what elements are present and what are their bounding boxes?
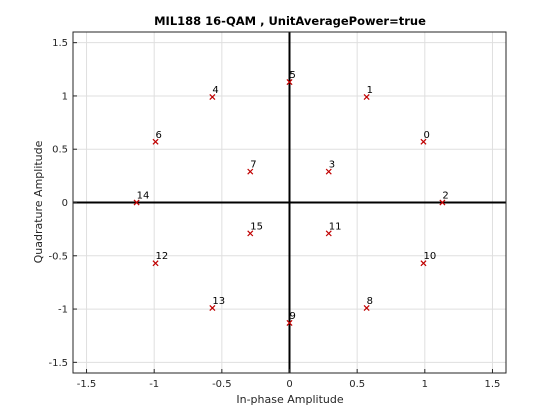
data-point xyxy=(420,138,427,145)
x-tick-label: -1 xyxy=(149,379,159,390)
point-label: 12 xyxy=(156,251,169,262)
y-tick-label: -1.5 xyxy=(48,358,68,369)
point-label: 9 xyxy=(290,311,296,322)
chart-title: MIL188 16-QAM , UnitAveragePower=true xyxy=(154,14,426,28)
data-point xyxy=(420,260,427,267)
point-label: 7 xyxy=(250,160,256,171)
data-point xyxy=(363,304,370,312)
data-point xyxy=(152,138,159,145)
point-label: 10 xyxy=(423,251,436,262)
point-label: 6 xyxy=(156,130,162,141)
point-label: 3 xyxy=(329,160,335,171)
y-tick-label: -0.5 xyxy=(48,251,68,262)
y-tick-label: -1 xyxy=(58,305,68,316)
y-tick-label: 0.5 xyxy=(52,145,68,156)
data-point xyxy=(209,304,216,312)
y-axis-label: Quadrature Amplitude xyxy=(32,140,45,263)
point-label: 1 xyxy=(367,85,373,96)
data-point xyxy=(286,79,293,86)
x-tick-label: 0.5 xyxy=(349,379,365,390)
tick-labels: -1.5 -1 -0.5 0 0.5 1 1.5 -1.5 -1 -0.5 0 0.5 1 1.5 xyxy=(48,38,500,390)
data-point xyxy=(133,199,140,206)
zero-axes xyxy=(73,32,506,373)
data-point xyxy=(247,168,254,175)
data-point xyxy=(286,319,293,326)
x-tick-label: 0 xyxy=(286,379,292,390)
data-point xyxy=(325,230,332,237)
x-tick-label: -1.5 xyxy=(77,379,97,390)
y-tick-label: 0 xyxy=(62,198,68,209)
x-tick-label: -0.5 xyxy=(212,379,232,390)
point-label: 8 xyxy=(367,296,373,307)
data-point xyxy=(247,230,254,237)
y-tick-label: 1 xyxy=(62,91,68,102)
point-label: 4 xyxy=(212,85,218,96)
data-point xyxy=(439,199,446,206)
point-label: 0 xyxy=(423,130,429,141)
data-point xyxy=(152,260,159,267)
x-tick-label: 1 xyxy=(422,379,428,390)
point-label: 11 xyxy=(329,221,342,232)
point-label: 14 xyxy=(137,191,150,202)
x-tick-label: 1.5 xyxy=(485,379,501,390)
data-point xyxy=(363,93,370,101)
data-point xyxy=(209,93,216,101)
x-axis-label: In-phase Amplitude xyxy=(236,393,343,406)
point-label: 15 xyxy=(250,221,263,232)
point-label: 5 xyxy=(290,70,296,81)
y-tick-label: 1.5 xyxy=(52,38,68,49)
point-label: 2 xyxy=(442,191,448,202)
point-label: 13 xyxy=(212,296,225,307)
data-point xyxy=(325,168,332,175)
